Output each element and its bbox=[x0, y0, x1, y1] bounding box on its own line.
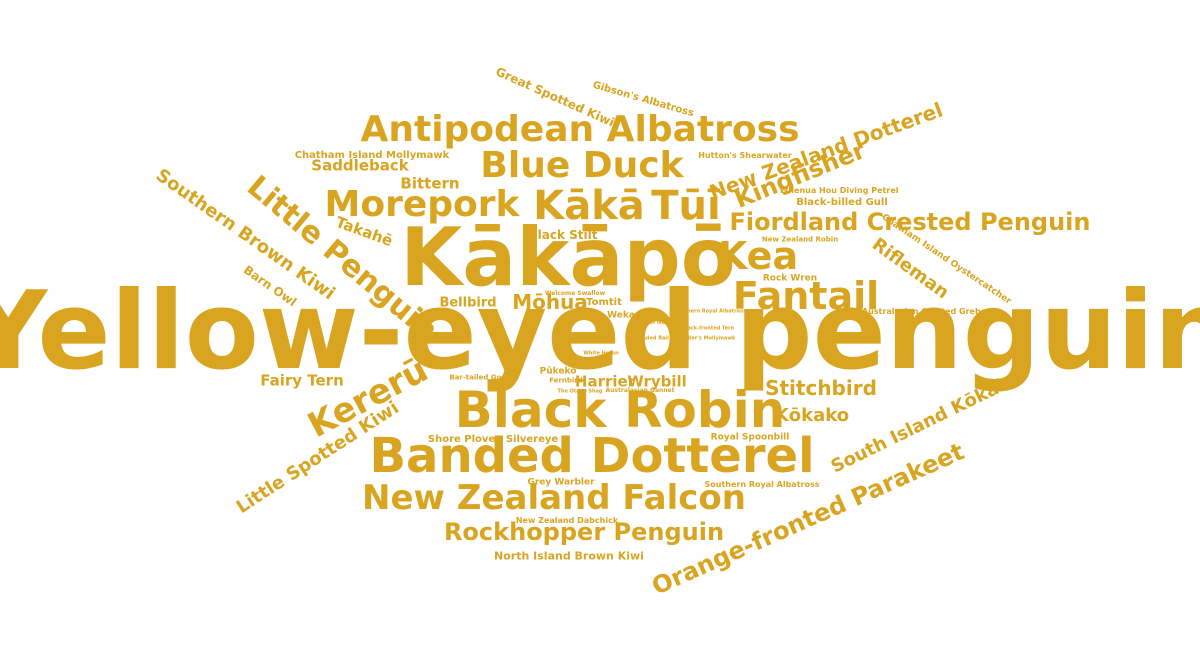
word-mohua: Mōhua bbox=[512, 290, 588, 314]
word-kakapo: Kākāpō bbox=[400, 211, 736, 304]
word-blue-duck: Blue Duck bbox=[480, 145, 684, 186]
word-bittern: Bittern bbox=[400, 174, 460, 193]
word-fernbird: Fernbird bbox=[549, 376, 583, 385]
word-shore-plover: Shore Plover bbox=[427, 434, 501, 445]
word-hutton-s-shearwater: Hutton's Shearwater bbox=[698, 151, 792, 160]
word-white-heron: White Heron bbox=[583, 350, 619, 357]
word-whenua-hou-diving-petrel: Whenua Hou Diving Petrel bbox=[779, 186, 899, 195]
word-welcome-swallow: Welcome Swallow bbox=[544, 290, 606, 297]
word-black-robin: Black Robin bbox=[454, 381, 786, 439]
word-rockhopper-penguin: Rockhopper Penguin bbox=[443, 518, 725, 546]
word-royal-spoonbill: Royal Spoonbill bbox=[710, 432, 790, 443]
word-banded-dotterel: Banded Dotterel bbox=[369, 428, 815, 484]
word-silvereye: Silvereye bbox=[505, 434, 559, 445]
word-fiordland-crested-penguin: Fiordland Crested Penguin bbox=[729, 208, 1091, 236]
word-weka: Weka bbox=[607, 310, 635, 321]
word-pukeko: Pūkeko bbox=[539, 366, 577, 377]
word-tomtit: Tomtit bbox=[586, 297, 622, 308]
word-australasian-crested-grebe: Australasian Crested Grebe bbox=[861, 307, 987, 316]
word-tui: Tūī bbox=[651, 183, 721, 229]
word-fairy-tern: Fairy Tern bbox=[260, 371, 344, 390]
word-morepork: Morepork bbox=[324, 184, 520, 225]
word-new-zealand-dabchick: New Zealand Dabchick bbox=[515, 516, 619, 525]
word-southern-royal-albatross: Southern Royal Albatross bbox=[674, 308, 746, 315]
word-stitchbird: Stitchbird bbox=[765, 376, 877, 400]
word-rock-wren: Rock Wren bbox=[762, 273, 818, 284]
word-banded-rail: Banded Rail bbox=[635, 335, 669, 342]
word-black-billed-gull: Black-billed Gull bbox=[796, 197, 888, 208]
word-yellow-eyed-penguin: Yellow-eyed penguin bbox=[0, 269, 1200, 394]
word-new-zealand-falcon: New Zealand Falcon bbox=[362, 478, 746, 518]
word-brown-teal: Brown Teal bbox=[640, 320, 666, 325]
word-north-island-brown-kiwi: North Island Brown Kiwi bbox=[494, 549, 644, 563]
word-kokako: Kōkako bbox=[774, 405, 850, 426]
word-bar-tailed-godwit: Bar-tailed Godwit bbox=[449, 373, 519, 382]
word-saddleback: Saddleback bbox=[311, 156, 409, 175]
word-the-otago-shag: The Otago Shag bbox=[557, 388, 603, 395]
word-fantail: Fantail bbox=[732, 274, 880, 318]
word-antipodean-albatross: Antipodean Albatross bbox=[360, 109, 800, 150]
word-southern-royal-albatross: Southern Royal Albatross bbox=[704, 480, 820, 489]
word-kaka: Kākā bbox=[533, 183, 645, 229]
word-buller-s-mollymawk: Buller's Mollymawk bbox=[680, 335, 736, 342]
word-australasian-gannet: Australasian Gannet bbox=[605, 387, 675, 394]
word-black-fronted-tern: Black-fronted Tern bbox=[681, 325, 735, 332]
word-bellbird: Bellbird bbox=[439, 295, 497, 311]
word-chatham-island-mollymawk: Chatham Island Mollymawk bbox=[294, 150, 450, 161]
word-kea: Kea bbox=[717, 234, 799, 278]
word-harrier: Harrier bbox=[574, 372, 636, 391]
word-grey-warbler: Grey Warbler bbox=[527, 477, 595, 488]
word-black-stilt: Black Stilt bbox=[528, 228, 598, 242]
word-wrybill: Wrybill bbox=[627, 372, 687, 391]
word-new-zealand-robin: New Zealand Robin bbox=[761, 235, 839, 244]
